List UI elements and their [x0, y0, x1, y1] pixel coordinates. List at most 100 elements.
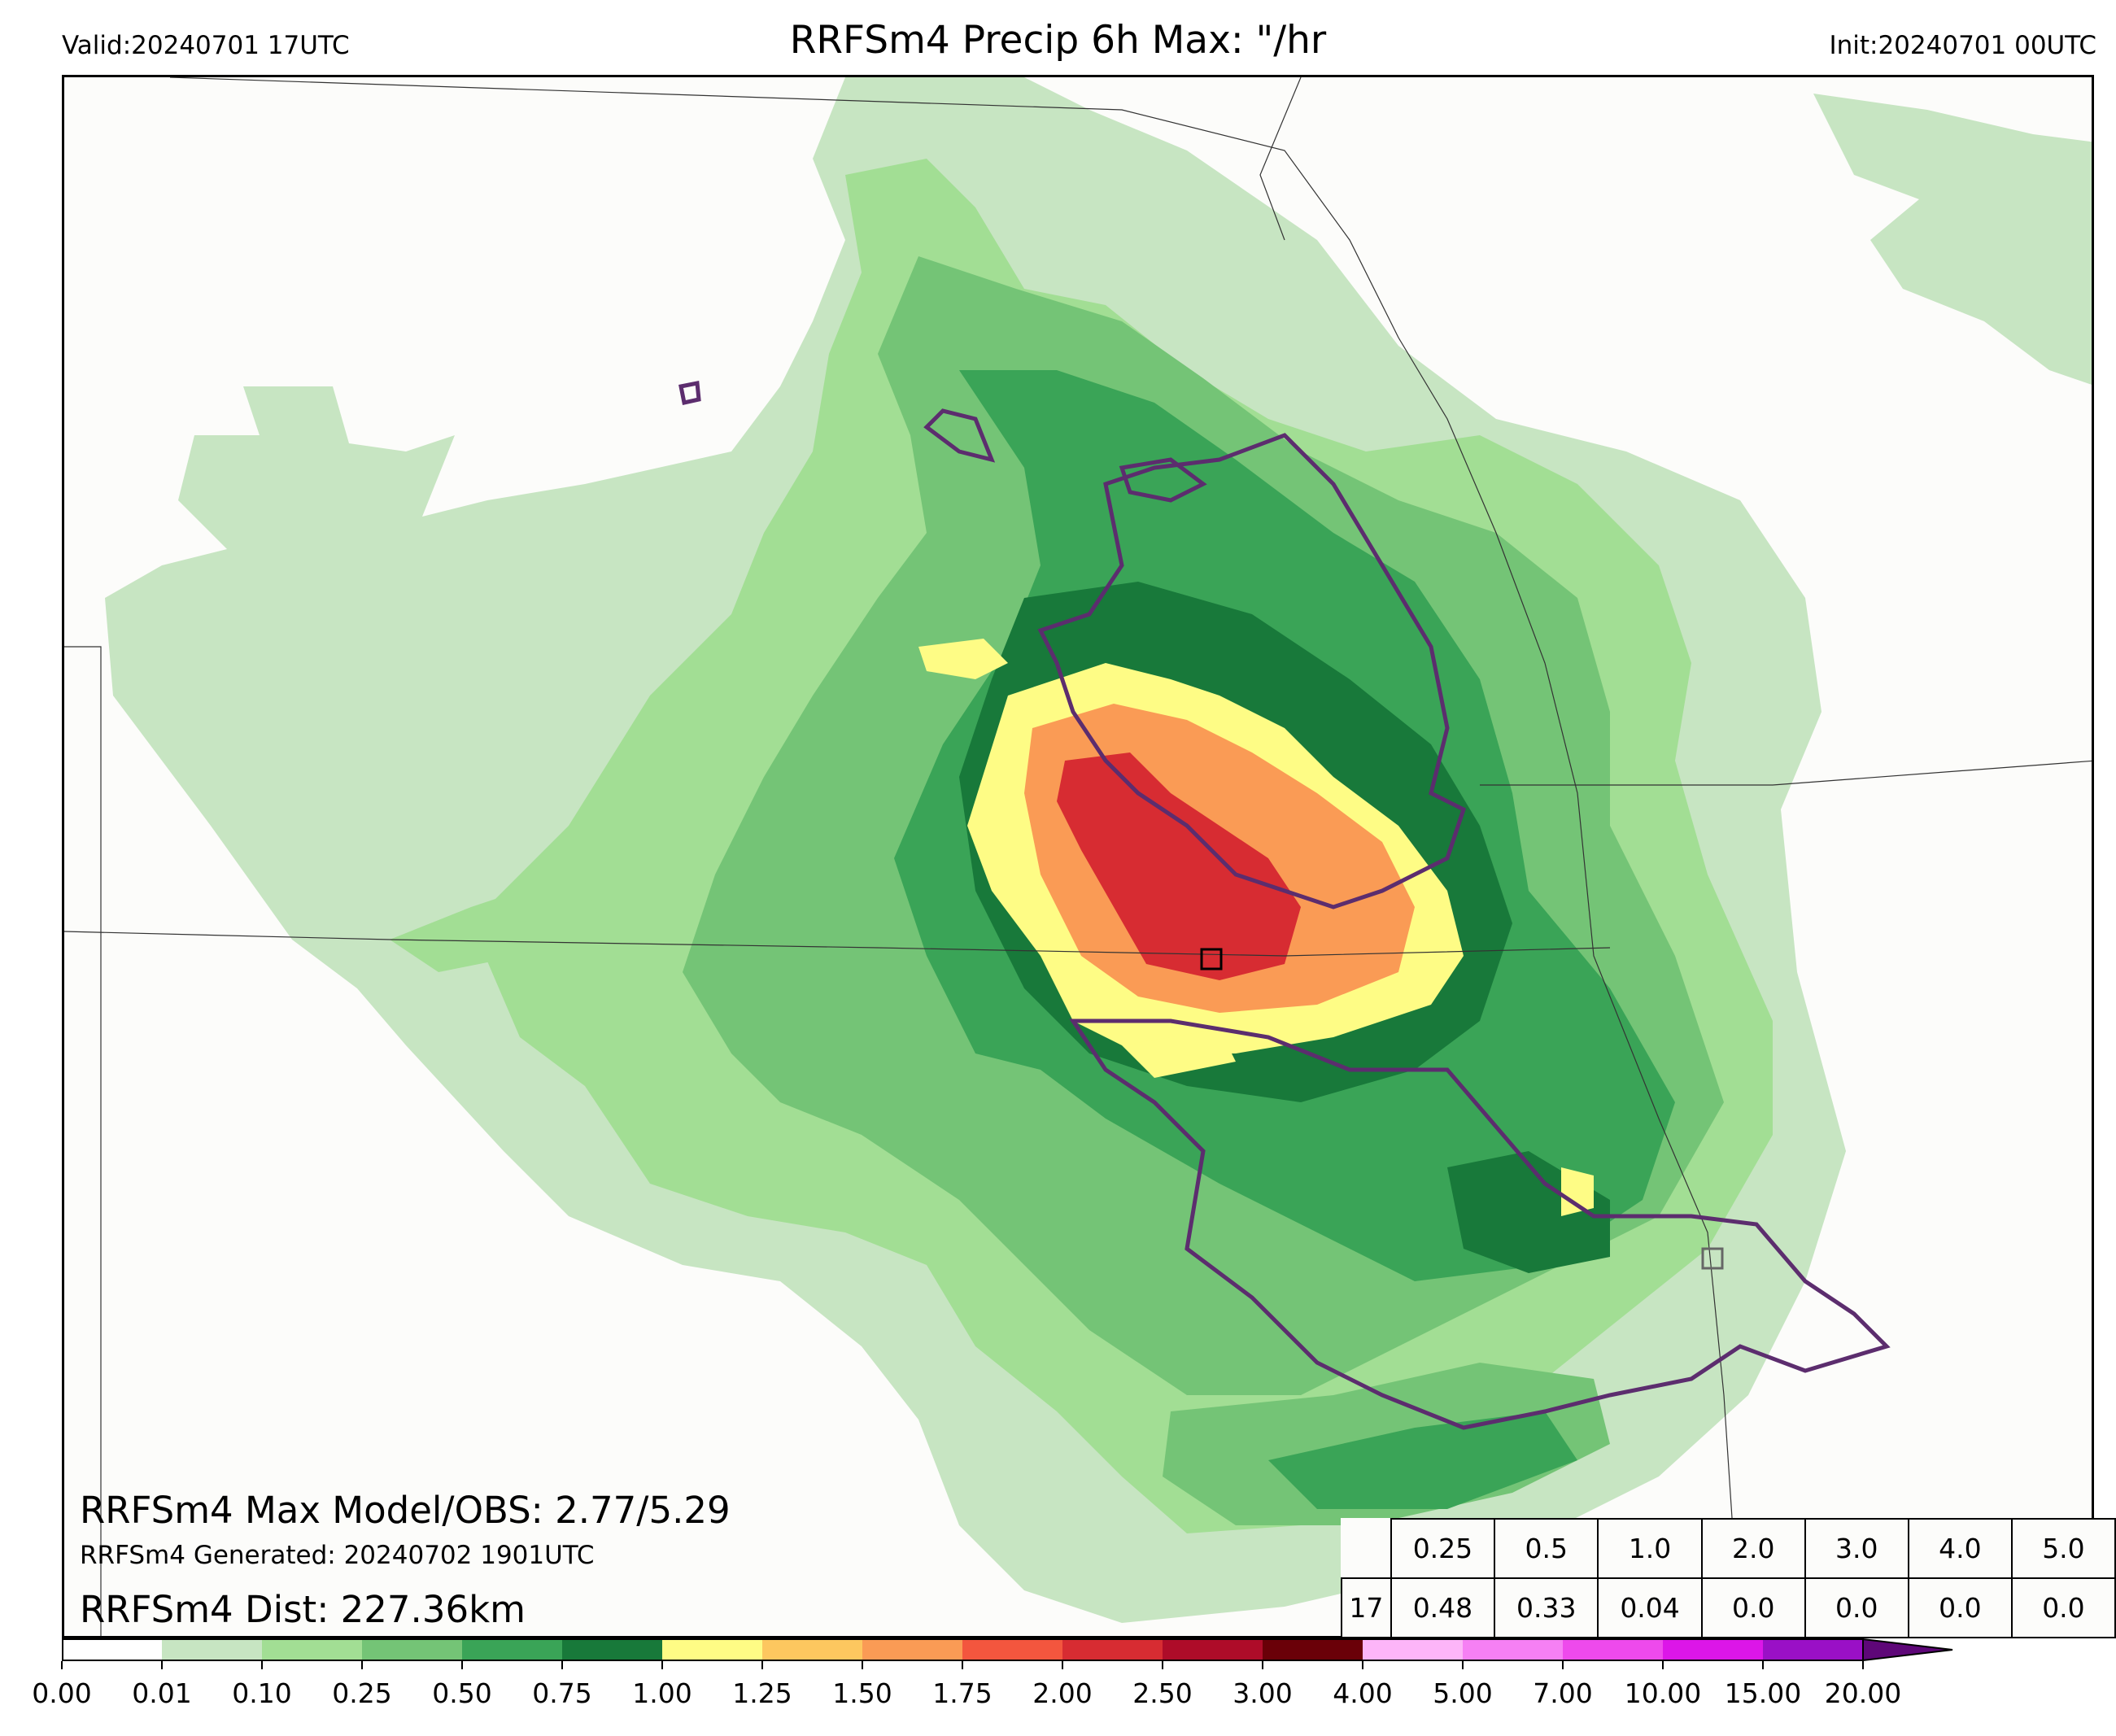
value-cell-2: 0.04 [1597, 1577, 1703, 1638]
colorbar-segment [462, 1639, 562, 1660]
colorbar-tick-label: 0.25 [332, 1677, 392, 1709]
colorbar-tick-label: 0.00 [32, 1677, 92, 1709]
state-border-w [64, 646, 102, 1636]
colorbar-tick-label: 2.50 [1132, 1677, 1193, 1709]
precip-field-yellow-s [1122, 1029, 1236, 1078]
colorbar-tick-mark [1762, 1661, 1764, 1669]
value-row: 17 0.48 0.33 0.04 0.0 0.0 0.0 0.0 [1341, 1577, 2116, 1638]
colorbar-tick-label: 0.75 [532, 1677, 592, 1709]
threshold-table: 0.25 0.5 1.0 2.0 3.0 4.0 5.0 17 0.48 0.3… [1341, 1518, 2116, 1638]
init-time-label: Init:20240701 00UTC [1829, 31, 2096, 60]
state-border [169, 77, 1741, 1636]
value-cell-0: 0.48 [1390, 1577, 1496, 1638]
colorbar-segment [562, 1639, 662, 1660]
state-border-h2 [1480, 760, 2092, 786]
threshold-cell-3: 2.0 [1700, 1518, 1806, 1579]
obs-contour [1037, 433, 1467, 909]
obs-contour-ne [1119, 457, 1207, 503]
colorbar [62, 1638, 1953, 1661]
colorbar-segment [1663, 1639, 1763, 1660]
precip-field-dark-s [1268, 1411, 1577, 1509]
colorbar-tick-label: 1.25 [732, 1677, 792, 1709]
colorbar-segment [262, 1639, 362, 1660]
row-label-cell: 17 [1341, 1577, 1392, 1638]
value-cell-6: 0.0 [2010, 1577, 2116, 1638]
colorbar-tick-label: 0.50 [432, 1677, 492, 1709]
colorbar-tick-mark [1162, 1661, 1163, 1669]
precip-field-yellow-se [1561, 1167, 1594, 1216]
generated-label: RRFSm4 Generated: 20240702 1901UTC [80, 1541, 595, 1570]
colorbar-tick-mark [761, 1661, 763, 1669]
distance-label: RRFSm4 Dist: 227.36km [80, 1588, 526, 1631]
colorbar-tick-label: 1.75 [932, 1677, 993, 1709]
threshold-cell-5: 4.0 [1907, 1518, 2013, 1579]
threshold-row: 0.25 0.5 1.0 2.0 3.0 4.0 5.0 [1342, 1518, 2116, 1579]
value-cell-4: 0.0 [1804, 1577, 1909, 1638]
precip-field-light-ne [1813, 94, 2092, 385]
threshold-cell-4: 3.0 [1804, 1518, 1909, 1579]
precip-field-yellow-nw [918, 639, 1008, 679]
table-corner-cell [1342, 1519, 1391, 1578]
colorbar-tick-label: 0.01 [132, 1677, 192, 1709]
precip-map [62, 75, 2094, 1638]
colorbar-tick-mark [1862, 1661, 1864, 1669]
colorbar-segment [662, 1639, 762, 1660]
threshold-cell-1: 0.5 [1494, 1518, 1599, 1579]
colorbar-segment [862, 1639, 962, 1660]
obs-contour-se [1069, 1018, 1891, 1430]
threshold-cell-6: 5.0 [2010, 1518, 2116, 1579]
colorbar-segment [1263, 1639, 1363, 1660]
colorbar-tick-mark [1062, 1661, 1063, 1669]
colorbar-segment [1463, 1639, 1563, 1660]
colorbar-tick-label: 1.50 [832, 1677, 892, 1709]
max-model-obs-label: RRFSm4 Max Model/OBS: 2.77/5.29 [80, 1489, 731, 1532]
colorbar-segment [1563, 1639, 1663, 1660]
colorbar-tick-label: 20.00 [1824, 1677, 1902, 1709]
state-border-h1 [64, 931, 1611, 957]
colorbar-tick-mark [261, 1661, 263, 1669]
colorbar-segment [962, 1639, 1062, 1660]
colorbar-tick-label: 0.10 [232, 1677, 292, 1709]
colorbar-tick-label: 7.00 [1533, 1677, 1593, 1709]
chart-title: RRFSm4 Precip 6h Max: "/hr [789, 18, 1327, 63]
colorbar-extend-arrow [1862, 1638, 1953, 1661]
valid-time-label: Valid:20240701 17UTC [62, 31, 350, 60]
colorbar-segment [1763, 1639, 1863, 1660]
colorbar-tick-label: 5.00 [1433, 1677, 1493, 1709]
colorbar-segment [1363, 1639, 1463, 1660]
colorbar-segment [1062, 1639, 1163, 1660]
max-obs-marker [1701, 1247, 1724, 1270]
precip-field-red [1057, 752, 1301, 980]
obs-contour-small [678, 381, 701, 405]
colorbar-tick-mark [862, 1661, 863, 1669]
colorbar-segment [1163, 1639, 1263, 1660]
colorbar-segment [762, 1639, 862, 1660]
obs-contour-n [923, 408, 996, 463]
colorbar-segment [62, 1639, 162, 1660]
colorbar-tick-mark [1462, 1661, 1464, 1669]
colorbar-tick-mark [661, 1661, 663, 1669]
colorbar-tick-label: 3.00 [1233, 1677, 1293, 1709]
colorbar-tick-mark [561, 1661, 563, 1669]
max-model-marker [1200, 948, 1223, 971]
state-border-ne [1259, 77, 1302, 241]
value-cell-1: 0.33 [1494, 1577, 1599, 1638]
value-cell-5: 0.0 [1907, 1577, 2013, 1638]
colorbar-tick-label: 15.00 [1724, 1677, 1802, 1709]
value-cell-3: 0.0 [1700, 1577, 1806, 1638]
colorbar-tick-label: 10.00 [1624, 1677, 1702, 1709]
precip-map-graphic [64, 77, 2092, 1636]
colorbar-tick-mark [461, 1661, 463, 1669]
threshold-cell-2: 1.0 [1597, 1518, 1703, 1579]
colorbar-segment [362, 1639, 462, 1660]
colorbar-tick-label: 4.00 [1333, 1677, 1393, 1709]
threshold-cell-0: 0.25 [1390, 1518, 1496, 1579]
colorbar-tick-mark [361, 1661, 363, 1669]
colorbar-tick-mark [61, 1661, 63, 1669]
colorbar-tick-mark [161, 1661, 163, 1669]
precip-field-mid-w [390, 883, 601, 972]
colorbar-tick-label: 2.00 [1032, 1677, 1093, 1709]
colorbar-tick-mark [962, 1661, 963, 1669]
colorbar-tick-mark [1662, 1661, 1664, 1669]
colorbar-tick-mark [1262, 1661, 1263, 1669]
